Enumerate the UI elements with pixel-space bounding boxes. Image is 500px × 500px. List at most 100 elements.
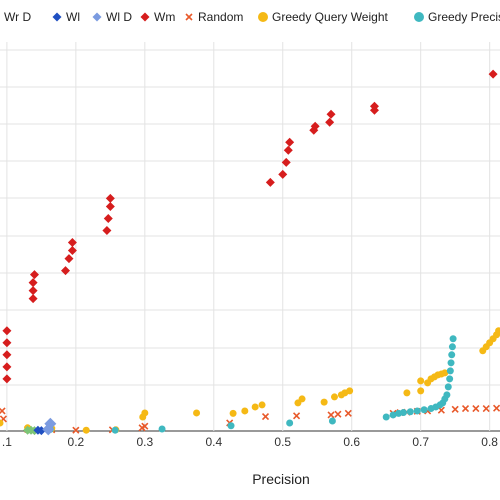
x-axis-title: Precision [252, 471, 310, 487]
data-point [482, 404, 490, 413]
data-point [82, 426, 90, 434]
legend-item: Greedy Query Weight [258, 10, 388, 24]
legend-item: Wl [52, 10, 80, 24]
data-point [28, 294, 38, 304]
legend-label: Random [198, 10, 243, 24]
data-point [261, 412, 270, 421]
legend-item: Wl D [92, 10, 132, 24]
legend-label: Greedy Query Weight [272, 10, 388, 24]
legend-item: Random [185, 10, 243, 24]
data-point [310, 121, 320, 131]
data-point [2, 362, 12, 372]
legend-item: Wm [140, 10, 175, 24]
data-point [2, 338, 12, 348]
data-point [61, 266, 71, 276]
legend-marker [414, 12, 424, 22]
x-tick-label: 0.5 [274, 435, 291, 449]
legend-label: Greedy Precision [428, 10, 500, 24]
data-point [443, 391, 451, 399]
data-point [444, 383, 452, 391]
data-point [0, 419, 4, 427]
data-point [193, 409, 201, 417]
legend-marker [140, 12, 150, 22]
data-point [492, 404, 500, 412]
data-point [449, 335, 457, 343]
legend-label: Wm [154, 10, 175, 24]
x-tick-labels: .1 0.2 0.3 0.4 0.5 0.6 0.7 0.8 [2, 435, 498, 449]
data-point [0, 407, 6, 415]
data-point [281, 157, 291, 167]
x-tick-label: .1 [2, 435, 12, 449]
data-point [399, 409, 407, 417]
data-point [285, 137, 295, 147]
data-point [72, 426, 80, 434]
data-point [320, 398, 328, 406]
data-point [325, 117, 335, 127]
data-point [413, 407, 421, 415]
data-point [67, 238, 77, 248]
data-point [292, 412, 301, 420]
data-point [258, 401, 266, 409]
data-point [346, 387, 354, 395]
data-point [28, 278, 38, 288]
x-tick-label: 0.7 [412, 435, 429, 449]
data-point [472, 404, 480, 413]
x-tick-label: 0.3 [136, 435, 153, 449]
data-point [229, 409, 237, 417]
data-point [105, 201, 115, 211]
data-point [298, 395, 306, 403]
data-points [0, 69, 500, 436]
data-point [141, 422, 149, 430]
legend-marker [185, 13, 193, 21]
data-point [28, 286, 38, 296]
legend-label: Wr D [4, 10, 31, 24]
legend-label: Wl D [106, 10, 132, 24]
gridlines [0, 42, 500, 432]
legend-marker [258, 12, 268, 22]
data-point [441, 369, 449, 377]
data-point [330, 393, 338, 401]
data-point [241, 407, 249, 415]
data-point [448, 343, 456, 351]
data-point [389, 411, 397, 419]
data-point [278, 169, 288, 179]
data-point [334, 410, 342, 418]
legend-item: Wr D [4, 10, 31, 24]
x-tick-label: 0.8 [481, 435, 498, 449]
data-point [495, 327, 500, 335]
data-point [29, 270, 39, 280]
data-point [227, 422, 235, 430]
data-point [103, 213, 113, 223]
x-tick-label: 0.4 [205, 435, 222, 449]
data-point [327, 411, 335, 419]
data-point [158, 425, 166, 433]
legend: Wr D Wl Wl D Wm Random Greedy Query Weight Gre… [4, 10, 500, 24]
data-point [382, 413, 390, 421]
legend-marker [92, 12, 102, 22]
data-point [64, 254, 74, 264]
data-point [265, 177, 275, 187]
data-point [286, 419, 294, 427]
data-point [461, 404, 470, 413]
data-point [2, 374, 12, 384]
data-point [42, 423, 55, 436]
data-point [2, 350, 12, 360]
data-point [406, 408, 414, 416]
data-point [2, 326, 12, 336]
data-point [251, 403, 259, 411]
data-point [417, 387, 425, 395]
data-point [451, 405, 459, 413]
data-point [420, 406, 428, 414]
data-point [326, 109, 336, 119]
data-point [67, 246, 77, 256]
data-point [488, 69, 498, 79]
data-point [448, 351, 456, 359]
data-point [417, 377, 425, 385]
data-point [344, 409, 352, 417]
legend-label: Wl [66, 10, 80, 24]
data-point [105, 193, 115, 203]
legend-item: Greedy Precision [414, 10, 500, 24]
data-point [283, 145, 293, 155]
data-point [141, 409, 149, 417]
